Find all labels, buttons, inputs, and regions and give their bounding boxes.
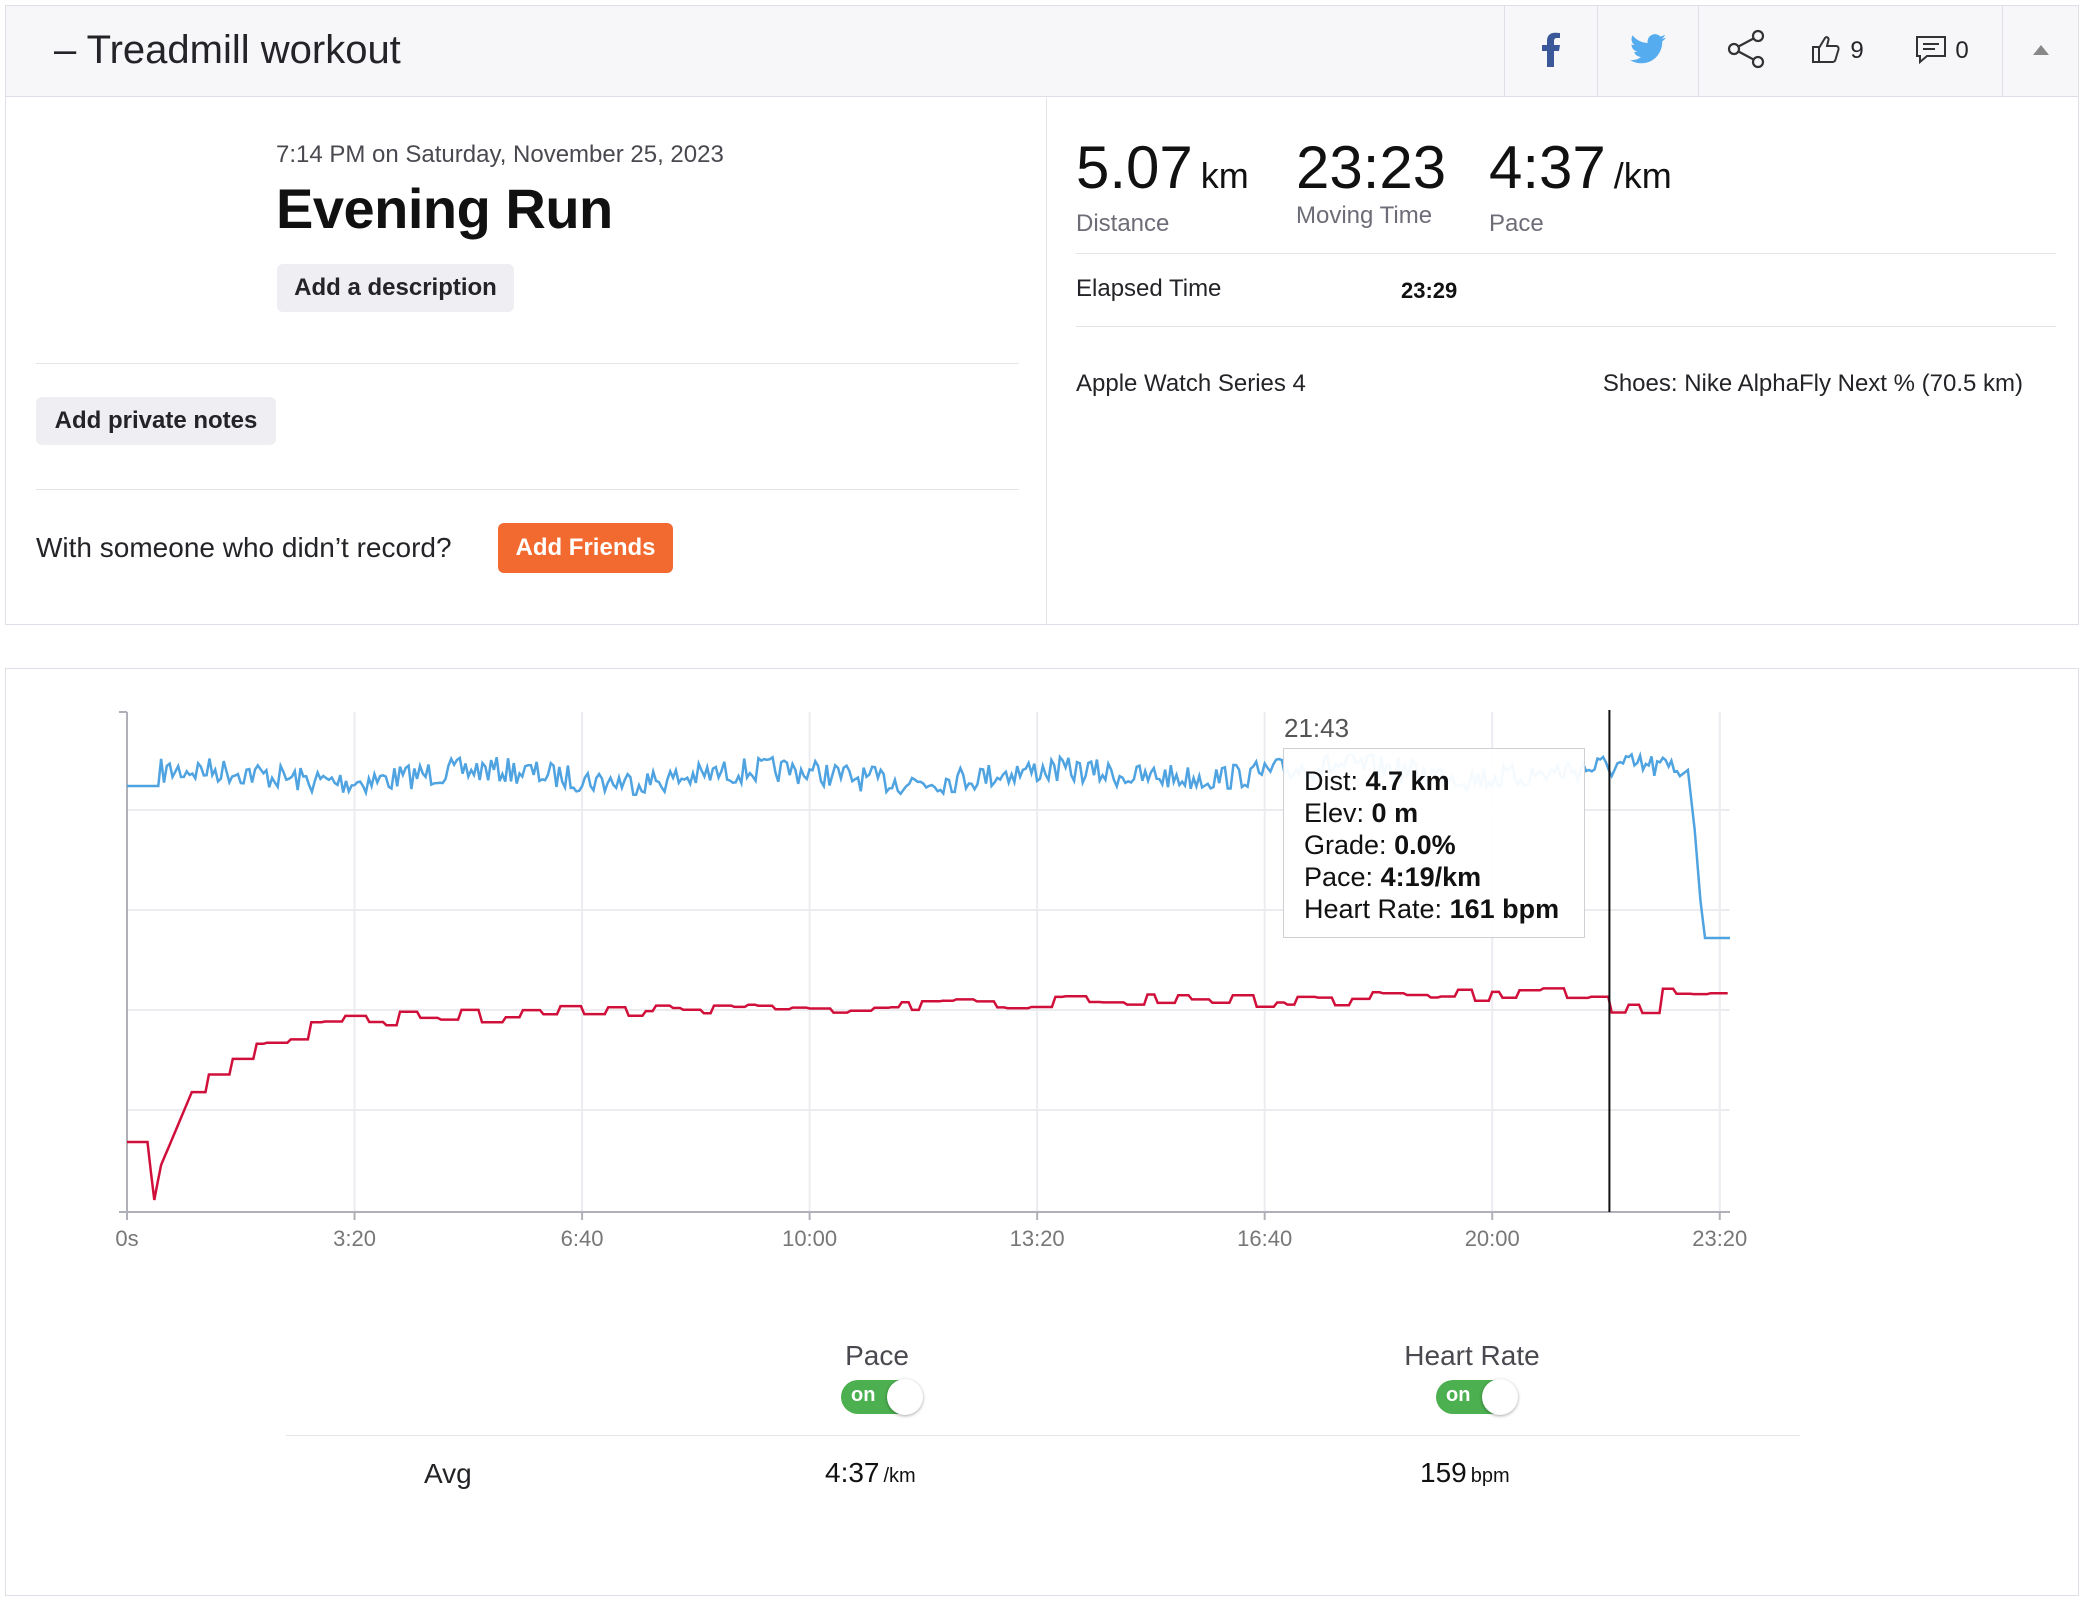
toggle-knob bbox=[887, 1379, 923, 1415]
tooltip-row-grade: Grade: 0.0% bbox=[1304, 830, 1456, 860]
moving-time-value: 23:23 bbox=[1296, 134, 1447, 201]
heart-rate-series-label: Heart Rate bbox=[1404, 1340, 1540, 1371]
column-divider bbox=[1046, 98, 1047, 624]
heart-rate-toggle-text: on bbox=[1446, 1384, 1471, 1406]
share-icon bbox=[1725, 28, 1767, 75]
collapse-caret-icon bbox=[2032, 42, 2049, 60]
moving-time-label: Moving Time bbox=[1296, 202, 1433, 229]
pace-toggle-text: on bbox=[851, 1384, 876, 1406]
toggle-knob bbox=[1482, 1379, 1518, 1415]
distance-label: Distance bbox=[1076, 210, 1170, 237]
divider bbox=[1076, 253, 2056, 254]
distance-unit: km bbox=[1200, 155, 1249, 196]
add-private-notes-button[interactable]: Add private notes bbox=[36, 397, 276, 445]
avg-heart-rate-unit: bpm bbox=[1470, 1465, 1510, 1487]
add-friends-button[interactable]: Add Friends bbox=[498, 523, 673, 573]
avg-pace-value: 4:37 bbox=[825, 1457, 880, 1488]
avg-pace-unit: /km bbox=[883, 1465, 916, 1487]
avg-pace: 4:37/km bbox=[825, 1457, 916, 1489]
shoes-info[interactable]: Shoes: Nike AlphaFly Next % (70.5 km) bbox=[1602, 370, 2023, 397]
divider bbox=[36, 363, 1019, 364]
thumbs-up-icon bbox=[1810, 33, 1842, 70]
distance-value: 5.07 bbox=[1076, 134, 1193, 201]
friends-prompt: With someone who didn’t record? bbox=[36, 532, 452, 563]
pace-toggle[interactable]: on bbox=[841, 1379, 923, 1415]
avg-heart-rate-value: 159 bbox=[1420, 1457, 1467, 1488]
kudos-count: 9 bbox=[1850, 37, 1864, 64]
activity-datetime: 7:14 PM on Saturday, November 25, 2023 bbox=[276, 141, 724, 168]
pace-unit: /km bbox=[1613, 155, 1672, 196]
activity-type-title[interactable]: – Treadmill workout bbox=[54, 28, 401, 72]
divider bbox=[1076, 326, 2056, 327]
comment-count: 0 bbox=[1955, 37, 1969, 64]
distance-stat: 5.07 km Distance bbox=[1076, 136, 1249, 238]
divider bbox=[286, 1435, 1800, 1436]
twitter-share-button[interactable] bbox=[1597, 6, 1698, 96]
moving-time-stat: 23:23 Moving Time bbox=[1296, 136, 1446, 230]
elapsed-time-value: 23:29 bbox=[1401, 278, 1458, 303]
pace-label: Pace bbox=[1489, 210, 1544, 237]
tooltip-row-heart-rate: Heart Rate: 161 bpm bbox=[1304, 894, 1560, 924]
analysis-chart-panel bbox=[5, 668, 2079, 1596]
avg-label: Avg bbox=[424, 1458, 472, 1489]
facebook-icon bbox=[1540, 31, 1562, 72]
divider bbox=[36, 489, 1019, 490]
twitter-icon bbox=[1630, 33, 1666, 69]
pace-value: 4:37 bbox=[1489, 134, 1606, 201]
heart-rate-toggle[interactable]: on bbox=[1436, 1379, 1518, 1415]
tooltip-row-pace: Pace: 4:19/km bbox=[1304, 862, 1482, 892]
comment-icon bbox=[1915, 34, 1947, 69]
collapse-button[interactable] bbox=[2002, 6, 2078, 96]
kudos-button[interactable]: 9 bbox=[1792, 6, 1882, 96]
activity-name[interactable]: Evening Run bbox=[276, 177, 613, 240]
facebook-share-button[interactable] bbox=[1504, 6, 1597, 96]
tooltip-row-dist: Dist: 4.7 km bbox=[1304, 766, 1450, 796]
pace-stat: 4:37/km Pace bbox=[1489, 136, 1672, 238]
add-description-button[interactable]: Add a description bbox=[277, 264, 514, 312]
avg-heart-rate: 159 bpm bbox=[1420, 1457, 1510, 1489]
comments-button[interactable]: 0 bbox=[1882, 6, 2002, 96]
tooltip-row-elev: Elev: 0 m bbox=[1304, 798, 1419, 828]
cursor-time-label: 21:43 bbox=[1284, 713, 1350, 743]
chart-tooltip: Dist: 4.7 km Elev: 0 m Grade: 0.0% Pace:… bbox=[1283, 748, 1585, 938]
share-button[interactable] bbox=[1698, 6, 1792, 96]
elapsed-time-label: Elapsed Time bbox=[1076, 275, 1222, 302]
header-bar: – Treadmill workout 9 0 bbox=[6, 6, 2078, 97]
pace-series-label: Pace bbox=[845, 1340, 909, 1371]
device-name: Apple Watch Series 4 bbox=[1076, 370, 1306, 397]
activity-summary-panel: – Treadmill workout 9 0 bbox=[5, 5, 2079, 625]
